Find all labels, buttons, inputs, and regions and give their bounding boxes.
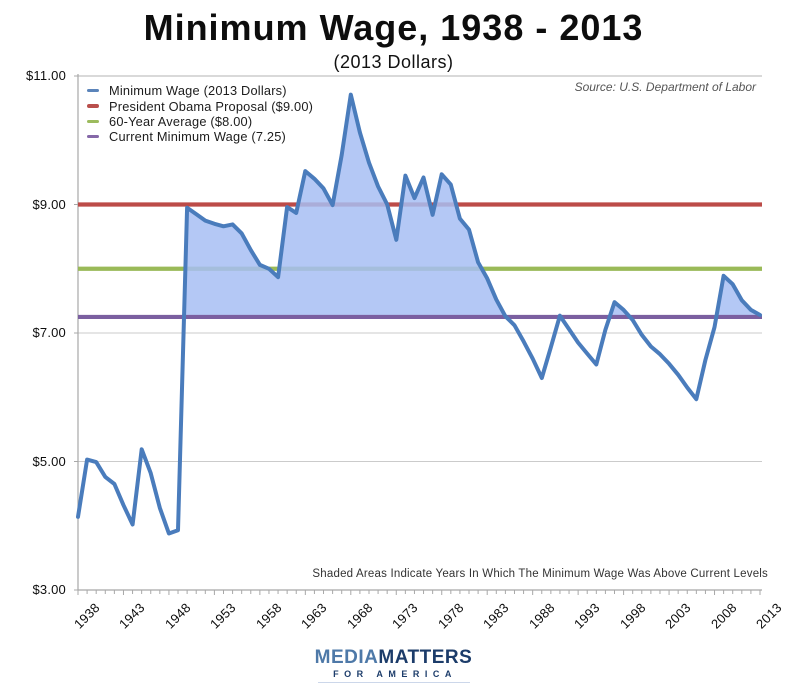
page-title: Minimum Wage, 1938 - 2013 <box>143 7 644 48</box>
purple-line-swatch-icon <box>87 135 99 139</box>
footer: MEDIAMATTERS FOR AMERICA <box>0 648 787 683</box>
y-axis-tick-label: $7.00 <box>32 325 66 340</box>
y-axis-tick-label: $5.00 <box>32 453 66 469</box>
logo-tagline: FOR AMERICA <box>333 669 457 679</box>
legend-item-current-minimum-wage: Current Minimum Wage (7.25) <box>87 129 313 144</box>
media-matters-logo: MEDIAMATTERS <box>315 648 473 668</box>
page-subtitle: (2013 Dollars) <box>333 52 454 72</box>
blue-line-swatch-icon <box>87 89 99 93</box>
logo-matters-text: MATTERS <box>378 647 473 668</box>
source-note: Source: U.S. Department of Labor <box>574 80 756 94</box>
y-axis-tick-label: $9.00 <box>32 196 66 212</box>
legend-label: 60-Year Average ($8.00) <box>109 113 253 129</box>
green-line-swatch-icon <box>87 119 99 124</box>
legend-item-obama-proposal: President Obama Proposal ($9.00) <box>87 98 314 114</box>
legend-label: President Obama Proposal ($9.00) <box>109 98 314 114</box>
shaded-area <box>184 94 506 317</box>
y-axis-tick-label: $11.00 <box>26 68 66 83</box>
shaded-areas-note: Shaded Areas Indicate Years In Which The… <box>312 568 768 580</box>
chart-legend: Minimum Wage (2013 Dollars) President Ob… <box>87 83 313 145</box>
legend-label: Current Minimum Wage (7.25) <box>109 129 287 145</box>
legend-item-60-year-average: 60-Year Average ($8.00) <box>87 114 313 129</box>
legend-label: Minimum Wage (2013 Dollars) <box>109 83 287 99</box>
y-axis-tick-label: $3.00 <box>32 582 66 597</box>
legend-item-minimum-wage: Minimum Wage (2013 Dollars) <box>87 83 313 98</box>
minimum-wage-line <box>76 92 762 536</box>
logo-media-text: MEDIA <box>314 647 379 668</box>
logo-rule <box>317 682 470 683</box>
red-line-swatch-icon <box>87 104 99 108</box>
